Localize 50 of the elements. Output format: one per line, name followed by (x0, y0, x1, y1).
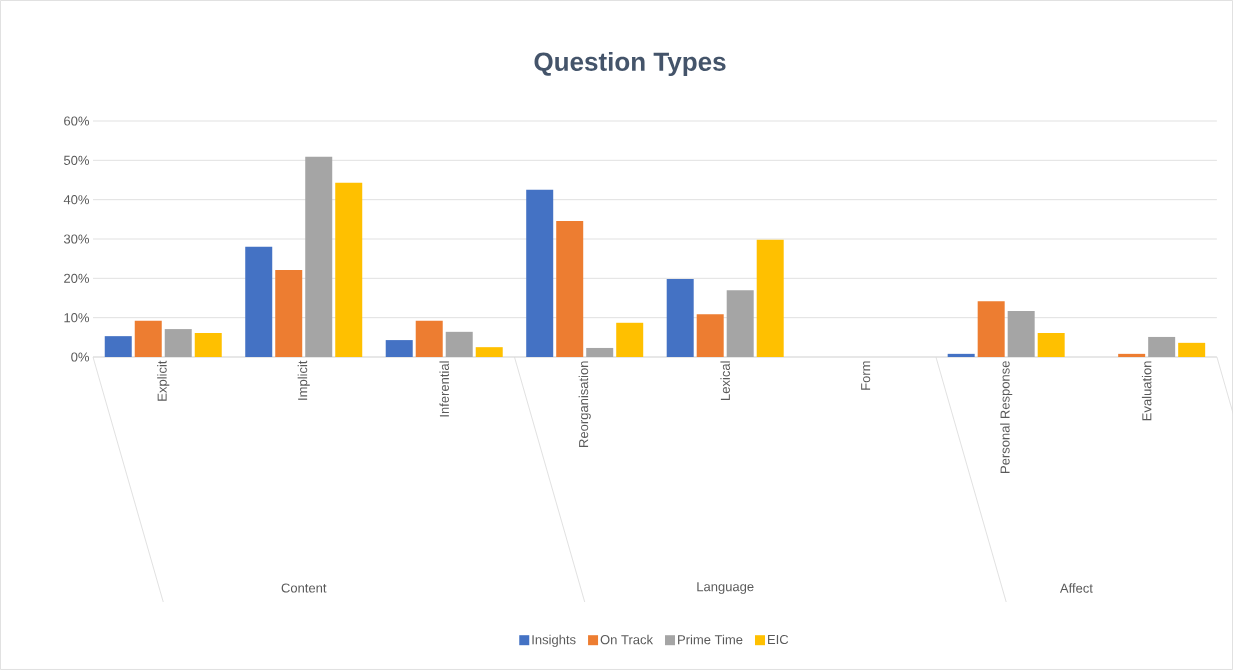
y-tick-label: 30% (63, 234, 90, 244)
y-tick-label: 50% (63, 155, 90, 165)
chart-title: Question Types (534, 51, 726, 77)
x-tick-label: Implicit (297, 360, 310, 400)
bar (696, 314, 724, 357)
bar (756, 239, 784, 357)
legend-label: Prime Time (678, 634, 743, 645)
x-tick-label: Evaluation (1141, 361, 1152, 421)
bar (475, 347, 503, 357)
bar (977, 301, 1005, 357)
bar (616, 322, 644, 357)
x-tick-label: Personal Response (1000, 361, 1013, 473)
bar (1007, 310, 1035, 357)
y-tick-label: 20% (64, 273, 90, 283)
bar (245, 246, 273, 357)
text: Content (281, 583, 327, 593)
bar (556, 220, 584, 357)
bar (335, 182, 363, 357)
text: Language (697, 582, 754, 594)
bar (104, 336, 132, 357)
bar (666, 279, 694, 357)
bar (385, 340, 413, 357)
bar (1148, 336, 1176, 357)
x-tick-label: Lexical (720, 361, 730, 400)
x-tick-label: Reorganisation (578, 361, 591, 447)
legend-label: Insights (532, 634, 576, 647)
bar (1118, 353, 1146, 357)
y-tick-label: 0% (71, 352, 90, 362)
bar (526, 189, 554, 357)
bar (1037, 333, 1065, 357)
bar (586, 347, 614, 357)
bar (275, 270, 303, 357)
x-tick-label: Form (861, 361, 871, 390)
bar (1178, 342, 1206, 357)
bar (445, 331, 473, 357)
bar (134, 320, 162, 357)
y-tick-label: 40% (63, 195, 90, 205)
y-tick-label: 10% (64, 313, 90, 323)
bar (164, 329, 192, 357)
x-tick-label: Inferential (439, 361, 449, 417)
y-tick-label: 60% (64, 116, 90, 126)
legend-label: EIC (768, 634, 789, 645)
bar (305, 156, 333, 357)
legend-label: On Track (600, 634, 654, 645)
bar (415, 320, 443, 357)
x-tick-label: Explicit (157, 360, 170, 401)
bar (726, 290, 754, 357)
bar (194, 333, 222, 357)
text: Affect (1059, 583, 1093, 593)
bar (947, 353, 975, 357)
